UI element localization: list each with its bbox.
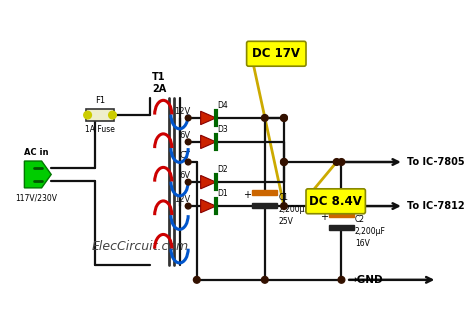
Circle shape <box>281 159 287 165</box>
Text: D4: D4 <box>217 101 228 110</box>
Text: 6V: 6V <box>179 171 190 180</box>
Circle shape <box>281 203 287 209</box>
Text: DC 17V: DC 17V <box>252 47 301 60</box>
Text: ElecCircuit.com: ElecCircuit.com <box>92 240 189 253</box>
Circle shape <box>333 159 340 165</box>
Text: 1A Fuse: 1A Fuse <box>85 125 115 133</box>
Circle shape <box>281 159 287 165</box>
Polygon shape <box>24 161 51 188</box>
Circle shape <box>185 159 191 165</box>
Polygon shape <box>201 111 216 125</box>
Text: C1
2,200μF
25V: C1 2,200μF 25V <box>278 193 309 226</box>
Text: →GND: →GND <box>348 275 383 285</box>
Circle shape <box>281 115 287 121</box>
Circle shape <box>185 179 191 185</box>
Bar <box>252 203 277 207</box>
Text: 117V/230V: 117V/230V <box>15 194 57 202</box>
Circle shape <box>281 115 287 121</box>
Polygon shape <box>201 199 216 213</box>
Polygon shape <box>201 175 216 189</box>
Text: DC 8.4V: DC 8.4V <box>309 195 362 208</box>
Text: 6V: 6V <box>179 131 190 140</box>
Polygon shape <box>201 135 216 149</box>
Circle shape <box>338 159 345 165</box>
Circle shape <box>185 115 191 121</box>
Text: D1: D1 <box>217 190 228 198</box>
Text: T1
2A: T1 2A <box>152 72 166 94</box>
Text: D2: D2 <box>217 166 228 174</box>
Circle shape <box>262 276 268 283</box>
Text: AC in: AC in <box>24 148 48 157</box>
Text: To IC-7805: To IC-7805 <box>407 157 464 167</box>
Circle shape <box>185 203 191 209</box>
Bar <box>86 109 114 121</box>
Text: CT: CT <box>179 151 190 160</box>
Text: F1: F1 <box>95 97 105 106</box>
Text: +: + <box>244 190 251 200</box>
Circle shape <box>338 276 345 283</box>
Text: D3: D3 <box>217 125 228 134</box>
Bar <box>329 212 354 217</box>
Circle shape <box>262 115 268 121</box>
FancyBboxPatch shape <box>246 41 306 66</box>
Circle shape <box>193 276 200 283</box>
Text: C2
2,200μF
16V: C2 2,200μF 16V <box>355 215 386 248</box>
Text: 12V: 12V <box>174 195 190 204</box>
Text: +: + <box>320 212 328 222</box>
FancyBboxPatch shape <box>306 189 365 214</box>
Text: To IC-7812: To IC-7812 <box>407 201 464 211</box>
Text: 12V: 12V <box>174 107 190 116</box>
Bar <box>329 225 354 229</box>
Bar <box>252 190 277 195</box>
Circle shape <box>185 139 191 145</box>
Circle shape <box>109 111 116 119</box>
Circle shape <box>84 111 91 119</box>
